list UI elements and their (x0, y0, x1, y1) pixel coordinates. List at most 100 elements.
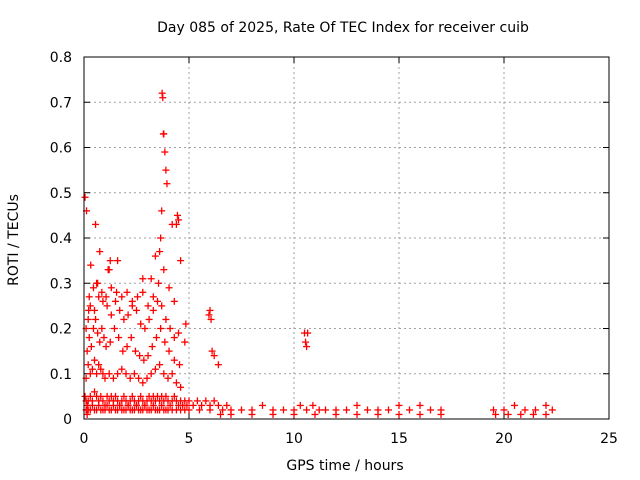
data-point (521, 406, 529, 414)
data-point (106, 338, 114, 346)
data-point (504, 410, 512, 418)
data-point (105, 266, 113, 274)
plot-frame (83, 56, 610, 420)
data-point (511, 401, 518, 409)
data-points (81, 89, 556, 418)
data-point (86, 370, 94, 378)
data-point (548, 406, 556, 414)
data-point (133, 401, 140, 409)
data-point (185, 406, 193, 414)
data-point (137, 392, 145, 400)
y-tick-label: 0.6 (50, 141, 72, 157)
data-point (139, 275, 147, 283)
data-point (158, 401, 166, 409)
data-point (159, 94, 167, 102)
data-point (84, 361, 92, 369)
data-point (149, 401, 157, 409)
data-point (170, 392, 178, 400)
data-point (208, 347, 216, 355)
data-point (185, 397, 193, 405)
data-point (89, 325, 97, 332)
data-point (161, 148, 169, 156)
data-point (95, 401, 103, 409)
data-point (124, 401, 132, 409)
data-point (134, 293, 142, 301)
data-point (160, 130, 168, 138)
data-point (120, 392, 128, 400)
data-point (198, 401, 206, 409)
data-point (97, 392, 105, 400)
y-tick-label: 0.1 (50, 367, 72, 383)
data-point (122, 370, 130, 378)
data-point (532, 406, 539, 414)
data-point (87, 261, 95, 269)
data-point (181, 338, 189, 346)
data-point (119, 347, 127, 355)
data-point (91, 356, 98, 364)
data-point (103, 401, 111, 409)
data-point (113, 288, 121, 296)
data-point (93, 370, 101, 378)
data-point (135, 374, 143, 382)
data-point (86, 392, 94, 400)
data-point (322, 406, 329, 414)
data-point (156, 361, 164, 369)
data-point (107, 284, 115, 292)
data-point (160, 370, 168, 378)
data-point (151, 365, 159, 373)
data-point (123, 343, 131, 351)
data-point (149, 293, 157, 301)
data-point (115, 334, 123, 342)
data-point (182, 320, 190, 328)
data-point (374, 410, 382, 418)
x-tick-labels: 0 5 10 15 20 25 (80, 431, 618, 447)
data-point (165, 347, 173, 355)
data-point (165, 284, 173, 292)
y-tick-label: 0.8 (50, 50, 72, 66)
data-point (139, 288, 147, 296)
data-point (103, 302, 111, 310)
data-point (123, 288, 131, 296)
data-point (136, 352, 144, 360)
data-point (137, 320, 145, 328)
data-point (92, 220, 100, 228)
data-point (85, 293, 93, 301)
data-point (91, 388, 98, 396)
data-point (206, 406, 214, 414)
grid-lines (84, 57, 609, 419)
data-point (88, 401, 96, 409)
data-point (290, 410, 298, 418)
data-point (175, 216, 182, 224)
data-point (118, 293, 126, 301)
data-point (161, 338, 169, 346)
data-point (102, 293, 110, 301)
data-point (227, 410, 235, 418)
data-point (303, 343, 311, 351)
data-point (172, 220, 180, 228)
data-point (93, 279, 101, 287)
y-tick-label: 0.4 (50, 231, 72, 247)
data-point (156, 248, 164, 256)
data-point (158, 207, 166, 215)
data-point (96, 248, 104, 256)
data-point (214, 361, 222, 369)
data-point (219, 406, 227, 414)
data-point (85, 334, 93, 342)
data-point (223, 401, 231, 409)
data-point (395, 410, 403, 418)
data-point (214, 401, 222, 409)
data-point (91, 306, 98, 314)
data-point (160, 266, 168, 274)
data-point (385, 406, 392, 414)
data-point (196, 406, 203, 414)
data-point (112, 297, 119, 305)
y-tick-label: 0.5 (50, 186, 72, 202)
data-point (118, 365, 126, 373)
data-point (207, 315, 215, 323)
data-point (95, 361, 103, 369)
data-point (100, 334, 108, 342)
data-point (99, 397, 107, 405)
data-point (83, 410, 91, 418)
data-point (304, 329, 312, 337)
